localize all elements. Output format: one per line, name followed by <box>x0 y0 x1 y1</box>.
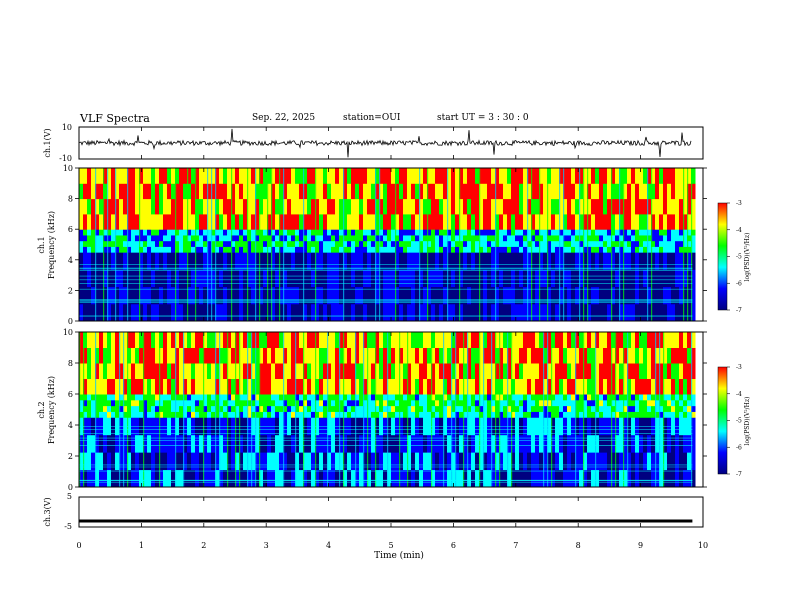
date-label: Sep. 22, 2025 <box>252 113 316 123</box>
spec2-ytick-label: 10 <box>63 328 73 337</box>
ch2-spectrogram-image <box>79 332 703 487</box>
spec1-ytick-label: 0 <box>68 317 73 326</box>
start-time-label: start UT = 3 : 30 : 0 <box>437 113 529 123</box>
time-tick-label: 5 <box>388 541 393 550</box>
ch2-spectrogram-ylabel-top: ch.2 <box>37 401 46 418</box>
time-tick-label: 6 <box>451 541 456 550</box>
colorbar-tick-label: -4 <box>736 391 742 398</box>
colorbar-tick-label: -5 <box>736 254 742 261</box>
spec2-ytick-label: 0 <box>68 483 73 492</box>
ch1-waveform-frame <box>78 126 704 160</box>
colorbar-tick-label: -3 <box>736 364 742 371</box>
station-label: station=OUI <box>343 113 401 123</box>
time-tick-label: 3 <box>264 541 269 550</box>
spec2-ytick-label: 8 <box>68 359 73 368</box>
time-tick-label: 7 <box>513 541 518 550</box>
ch1-waveform-trace <box>78 128 692 158</box>
spec1-ytick-label: 4 <box>68 256 73 265</box>
spec2-ytick-label: 4 <box>68 421 73 430</box>
ch1-ytick-top: 10 <box>62 123 72 132</box>
figure-title: VLF Spectra <box>80 112 150 125</box>
ch2-colorbar-label: log(PSD)(V²/Hz) <box>744 397 751 446</box>
time-tick-label: 2 <box>201 541 206 550</box>
time-axis: 0 1 2 3 4 5 6 7 8 9 10 <box>76 127 708 550</box>
time-tick-label: 4 <box>326 541 331 550</box>
ch3-waveform-ylabel: ch.3(V) <box>43 497 52 526</box>
ch1-ytick-bottom: -10 <box>59 154 72 163</box>
time-tick-label: 1 <box>139 541 144 550</box>
spec1-ytick-label: 8 <box>68 195 73 204</box>
ch1-spectrogram-ylabel: Frequency (kHz) <box>47 211 56 279</box>
colorbar-tick-label: -3 <box>736 200 742 207</box>
time-tick-label: 10 <box>698 541 708 550</box>
colorbar-tick-label: -4 <box>736 227 742 234</box>
colorbar-tick-label: -5 <box>736 418 742 425</box>
ch2-colorbar <box>717 366 728 475</box>
colorbar-tick-label: -6 <box>736 444 742 451</box>
spec1-ytick-label: 6 <box>68 225 73 234</box>
time-tick-label: 0 <box>76 541 81 550</box>
spec1-ytick-label: 10 <box>63 164 73 173</box>
spec2-ytick-label: 6 <box>68 390 73 399</box>
ch1-waveform-ylabel: ch.1(V) <box>43 128 52 157</box>
ch3-ytick-bottom: -5 <box>64 522 72 531</box>
ch3-waveform-panel: 5 -5 ch.3(V) <box>43 492 704 531</box>
time-tick-label: 9 <box>638 541 643 550</box>
spec2-ytick-label: 2 <box>68 452 73 461</box>
time-axis-label: Time (min) <box>374 550 424 561</box>
spec1-ytick-label: 2 <box>68 286 73 295</box>
colorbar-tick-label: -7 <box>736 471 742 478</box>
ch3-ytick-top: 5 <box>67 492 72 501</box>
ch1-colorbar <box>717 202 728 311</box>
colorbar-tick-label: -7 <box>736 307 742 314</box>
ch1-colorbar-label: log(PSD)(V²/Hz) <box>744 233 751 282</box>
ch1-spectrogram-ylabel-top: ch.1 <box>37 236 46 253</box>
ch2-spectrogram-ylabel: Frequency (kHz) <box>47 376 56 444</box>
time-tick-label: 8 <box>576 541 581 550</box>
ch1-waveform-panel: 10 -10 ch.1(V) <box>43 123 704 163</box>
ch1-spectrogram-image <box>79 168 703 321</box>
colorbar-tick-label: -6 <box>736 280 742 287</box>
